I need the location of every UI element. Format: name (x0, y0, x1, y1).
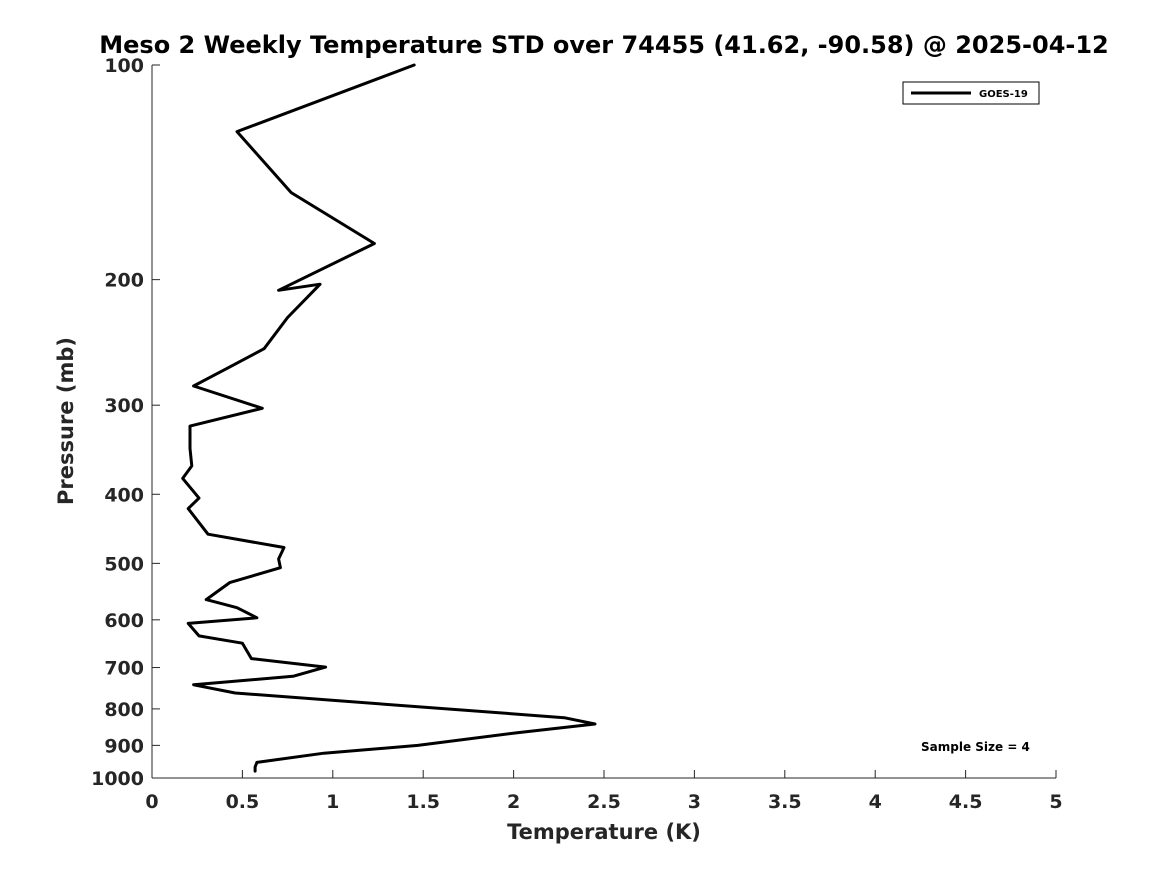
y-tick-label: 600 (104, 610, 144, 632)
x-tick-label: 2.5 (587, 791, 621, 813)
y-tick-label: 200 (104, 270, 144, 292)
x-tick-label: 3.5 (768, 791, 802, 813)
legend: GOES-19 (902, 81, 1040, 105)
chart-title: Meso 2 Weekly Temperature STD over 74455… (99, 31, 1109, 59)
y-tick-label: 900 (104, 735, 144, 757)
x-tick-label: 0.5 (226, 791, 260, 813)
x-tick-label: 4 (869, 791, 882, 813)
y-tick-label: 500 (104, 553, 144, 575)
x-axis-label: Temperature (K) (507, 820, 701, 844)
y-tick-label: 300 (104, 395, 144, 417)
y-tick-label: 400 (104, 484, 144, 506)
y-ticks: 100 200 300 400 500 600 700 800 900 1000 (91, 55, 160, 790)
y-axis-label: Pressure (mb) (54, 337, 78, 505)
x-tick-label: 1 (326, 791, 339, 813)
sample-size-annotation: Sample Size = 4 (921, 740, 1030, 754)
y-tick-label: 700 (104, 658, 144, 680)
x-tick-label: 1.5 (406, 791, 440, 813)
x-tick-label: 0 (145, 791, 158, 813)
series-layer (181, 63, 597, 773)
x-tick-label: 4.5 (949, 791, 983, 813)
series-line-goes-19 (181, 63, 597, 773)
y-tick-label: 1000 (91, 768, 144, 790)
x-tick-label: 5 (1049, 791, 1062, 813)
x-tick-label: 3 (688, 791, 701, 813)
legend-label-goes-19: GOES-19 (979, 89, 1028, 100)
x-ticks: 0 0.5 1 1.5 2 2.5 3 3.5 4 4.5 5 (145, 770, 1063, 813)
y-tick-label: 100 (104, 55, 144, 77)
y-tick-label: 800 (104, 699, 144, 721)
x-tick-label: 2 (507, 791, 520, 813)
